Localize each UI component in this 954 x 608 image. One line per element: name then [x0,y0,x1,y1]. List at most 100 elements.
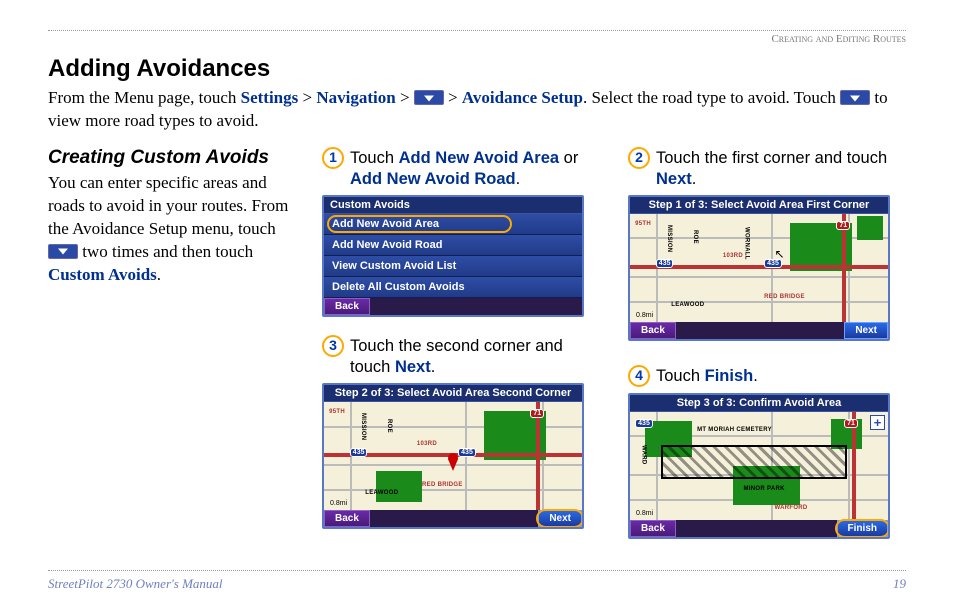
t: Touch [656,367,705,385]
bold: Add New Avoid Road [350,170,516,188]
bold: Finish [705,367,754,385]
cursor-icon: ↖ [774,247,784,261]
content-columns: Creating Custom Avoids You can enter spe… [48,147,906,557]
road-label: 103RD [723,253,743,259]
down-arrow-icon [48,244,78,259]
road-label: WARD [640,445,646,465]
t: Touch [350,149,399,167]
screenshot-map-step2: Step 2 of 3: Select Avoid Area Second Co… [322,383,584,529]
link-settings: Settings [241,88,299,107]
screen-footer: Back Next [630,322,888,339]
body-text: You can enter specific areas and roads t… [48,173,288,238]
link-custom-avoids: Custom Avoids [48,265,157,284]
park-shape [376,471,422,501]
subsection-body: You can enter specific areas and roads t… [48,172,296,287]
road-label: RED BRIDGE [764,294,805,300]
road-label: RED BRIDGE [422,482,463,488]
road-label: 95TH [635,221,651,227]
menu-item[interactable]: Add New Avoid Road [324,235,582,256]
road-label: MISSION [666,225,672,252]
left-column: Creating Custom Avoids You can enter spe… [48,147,296,287]
step-text: Touch the second corner and touch Next. [350,335,602,377]
map-area[interactable]: 435 435 71 95TH 103RD RED BRIDGE MISSION… [324,402,582,510]
screen-footer: Back Next [324,510,582,527]
step-1: 1 Touch Add New Avoid Area or Add New Av… [322,147,602,317]
screen-title: Step 2 of 3: Select Avoid Area Second Co… [324,385,582,402]
bold: Add New Avoid Area [399,149,559,167]
body-text: two times and then touch [82,242,253,261]
screenshot-map-step3: Step 3 of 3: Confirm Avoid Area 435 71 M… [628,393,890,539]
down-arrow-icon [414,90,444,105]
highway-line [536,402,540,510]
road-label: 103RD [417,441,437,447]
step-4: 4 Touch Finish. Step 3 of 3: Confirm Avo… [628,365,908,539]
step-number-badge: 3 [322,335,344,357]
t: . [516,170,521,188]
finish-button[interactable]: Finish [837,520,888,537]
back-button[interactable]: Back [324,510,370,527]
back-button[interactable]: Back [630,322,676,339]
bold: Next [395,358,431,376]
zoom-in-button[interactable]: + [870,415,885,430]
t: Touch the first corner and touch [656,149,887,167]
t: or [559,149,578,167]
link-avoidance-setup: Avoidance Setup [462,88,583,107]
subsection-title: Creating Custom Avoids [48,147,296,169]
map-area[interactable]: 435 435 71 95TH 103RD RED BRIDGE MISSION… [630,214,888,322]
step-text: Touch the first corner and touch Next. [656,147,908,189]
step-caption: 1 Touch Add New Avoid Area or Add New Av… [322,147,602,189]
step-number-badge: 4 [628,365,650,387]
screen-footer: Back Finish [630,520,888,537]
road-label: WARFORD [774,505,807,511]
shield-71: 71 [530,409,544,418]
link-navigation: Navigation [316,88,395,107]
shield-435: 435 [350,448,368,457]
road-label: ROE [692,230,698,244]
menu-item[interactable]: Delete All Custom Avoids [324,277,582,298]
map-pin-icon [448,459,458,471]
page-title: Adding Avoidances [48,55,906,83]
screenshot-map-step1: Step 1 of 3: Select Avoid Area First Cor… [628,195,890,341]
right-column: 2 Touch the first corner and touch Next.… [628,147,908,557]
t: . [431,358,436,376]
road-label: MISSION [360,413,366,440]
menu-item[interactable]: View Custom Avoid List [324,256,582,277]
park-shape [857,216,883,240]
map-area[interactable]: 435 71 MT MORIAH CEMETERY MINOR PARK WAR… [630,412,888,520]
city-label: LEAWOOD [365,490,398,496]
screen-footer: Back [324,298,582,315]
page-footer: StreetPilot 2730 Owner's Manual 19 [48,570,906,592]
screenshot-custom-avoids: Custom Avoids Add New Avoid Area Add New… [322,195,584,317]
next-button[interactable]: Next [538,510,582,527]
shield-71: 71 [844,419,858,428]
intro-text2: . Select the road type to avoid. Touch [583,88,840,107]
screen-title: Step 3 of 3: Confirm Avoid Area [630,395,888,412]
step-number-badge: 1 [322,147,344,169]
footer-left: StreetPilot 2730 Owner's Manual [48,576,223,592]
menu-item[interactable]: Add New Avoid Area [324,214,582,235]
back-button[interactable]: Back [324,298,370,315]
shield-435: 435 [656,259,674,268]
running-head: Creating and Editing Routes [48,33,906,45]
screen-title: Custom Avoids [324,197,582,214]
scale-label: 0.8mi [328,500,349,507]
map-label: MT MORIAH CEMETERY [697,427,772,433]
screen-title: Step 1 of 3: Select Avoid Area First Cor… [630,197,888,214]
step-number-badge: 2 [628,147,650,169]
scale-label: 0.8mi [634,312,655,319]
city-label: LEAWOOD [671,302,704,308]
top-rule [48,30,906,31]
intro-text: From the Menu page, touch [48,88,241,107]
shield-71: 71 [836,221,850,230]
down-arrow-icon [840,90,870,105]
bold: Next [656,170,692,188]
next-button[interactable]: Next [844,322,888,339]
step-text: Touch Finish. [656,365,758,387]
highway-line [842,214,846,322]
intro-paragraph: From the Menu page, touch Settings > Nav… [48,87,906,133]
back-button[interactable]: Back [630,520,676,537]
step-caption: 4 Touch Finish. [628,365,908,387]
scale-label: 0.8mi [634,510,655,517]
t: . [753,367,758,385]
step-text: Touch Add New Avoid Area or Add New Avoi… [350,147,602,189]
